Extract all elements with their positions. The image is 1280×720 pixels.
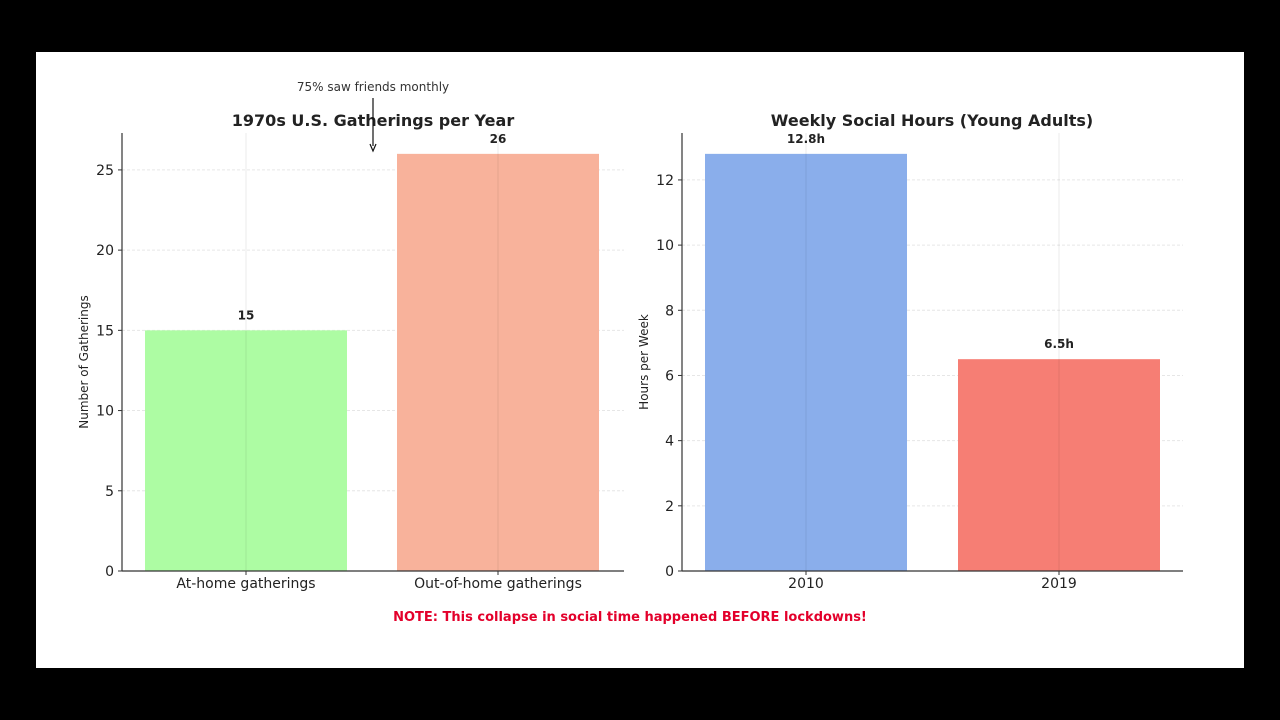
y-tick-label: 4 xyxy=(665,434,674,450)
bar-value-label: 15 xyxy=(238,308,255,322)
y-tick-label: 0 xyxy=(105,564,114,580)
social-hours-chart: Weekly Social Hours (Young Adults) Hours … xyxy=(637,111,1183,592)
bar xyxy=(705,153,907,571)
bar-value-label: 26 xyxy=(490,132,507,146)
y-axis-label: Number of Gatherings xyxy=(77,295,91,429)
y-tick-label: 10 xyxy=(96,404,114,420)
bar xyxy=(145,330,347,571)
y-tick-label: 12 xyxy=(656,173,674,189)
chart-title: Weekly Social Hours (Young Adults) xyxy=(771,111,1093,130)
x-tick-label: 2019 xyxy=(1041,576,1077,592)
y-tick-label: 25 xyxy=(96,163,114,179)
bar xyxy=(397,153,599,571)
annotation-text: 75% saw friends monthly xyxy=(297,80,449,94)
x-tick-label: Out-of-home gatherings xyxy=(414,576,582,592)
bar xyxy=(958,359,1160,571)
y-tick-label: 6 xyxy=(665,368,674,384)
y-tick-label: 15 xyxy=(96,323,114,339)
y-tick-label: 5 xyxy=(105,484,114,500)
footer-note: NOTE: This collapse in social time happe… xyxy=(393,610,867,625)
y-axis-label: Hours per Week xyxy=(637,314,651,410)
y-tick-label: 8 xyxy=(665,303,674,319)
x-tick-label: 2010 xyxy=(788,576,824,592)
y-tick-label: 20 xyxy=(96,243,114,259)
annotation-arrowhead xyxy=(369,143,377,153)
y-tick-label: 10 xyxy=(656,238,674,254)
bar-value-label: 12.8h xyxy=(787,132,825,146)
bar-value-label: 6.5h xyxy=(1044,337,1074,351)
x-tick-label: At-home gatherings xyxy=(176,576,315,592)
y-tick-label: 2 xyxy=(665,499,674,515)
y-tick-label: 0 xyxy=(665,564,674,580)
